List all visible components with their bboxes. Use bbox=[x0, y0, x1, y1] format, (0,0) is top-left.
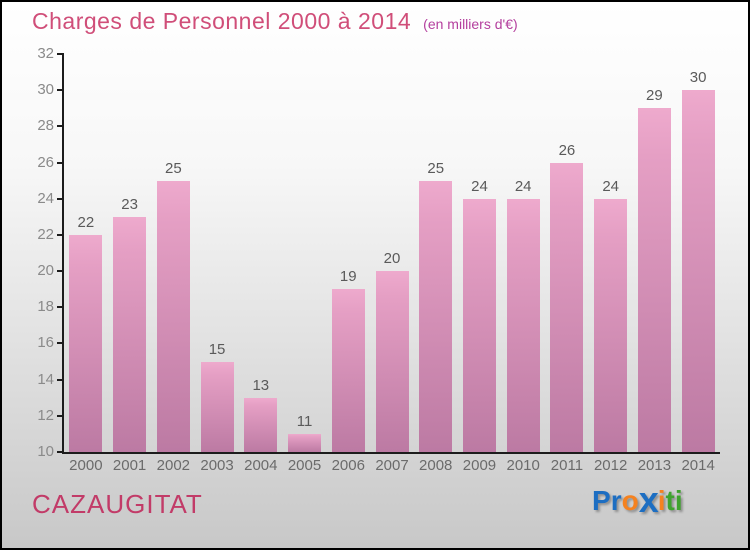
y-tick-mark bbox=[57, 414, 64, 417]
bar bbox=[419, 180, 453, 452]
bar-value-label: 23 bbox=[121, 195, 138, 213]
location-label: CAZAUGITAT bbox=[32, 489, 203, 519]
bar-value-label: 25 bbox=[427, 159, 445, 177]
y-tick-label: 30 bbox=[37, 81, 54, 99]
bar bbox=[594, 198, 628, 452]
logo-letter: o bbox=[621, 485, 639, 516]
x-tick-label: 2007 bbox=[375, 457, 409, 474]
x-tick-label: 2010 bbox=[506, 457, 540, 474]
y-tick-mark bbox=[57, 53, 64, 55]
x-tick-label: 2014 bbox=[681, 457, 715, 474]
logo-letter: i bbox=[657, 485, 666, 516]
y-tick-label: 12 bbox=[37, 406, 54, 424]
chart-title: Charges de Personnel 2000 à 2014 bbox=[32, 8, 412, 34]
x-tick-label: 2000 bbox=[69, 457, 103, 474]
bar bbox=[331, 289, 365, 452]
y-tick-mark bbox=[57, 161, 64, 164]
bar bbox=[637, 108, 671, 452]
y-tick-label: 18 bbox=[37, 298, 54, 316]
logo-letter: P bbox=[592, 485, 611, 516]
x-tick-label: 2006 bbox=[331, 457, 365, 474]
bar bbox=[462, 198, 496, 452]
y-tick-mark bbox=[57, 306, 64, 309]
bar-value-label: 20 bbox=[383, 250, 401, 268]
bar-value-label: 15 bbox=[208, 340, 226, 358]
bar-value-label: 24 bbox=[514, 177, 532, 195]
bar-value-label: 24 bbox=[602, 177, 619, 195]
logo-letter: t bbox=[665, 485, 675, 516]
bar-value-label: 19 bbox=[339, 268, 357, 286]
bar-value-label: 11 bbox=[296, 412, 313, 430]
y-tick-mark bbox=[57, 451, 64, 453]
y-tick-mark bbox=[57, 89, 64, 92]
bar-value-label: 13 bbox=[252, 376, 270, 394]
x-tick-label: 2004 bbox=[244, 457, 278, 474]
logo-letter: r bbox=[610, 485, 622, 516]
chart-subtitle: (en milliers d'€) bbox=[423, 16, 518, 32]
bar-value-label: 29 bbox=[646, 87, 663, 105]
x-tick-label: 2002 bbox=[156, 457, 191, 474]
bar bbox=[244, 397, 278, 452]
x-tick-label: 2012 bbox=[593, 457, 628, 474]
y-tick-mark bbox=[57, 378, 64, 381]
logo-letter: x bbox=[638, 479, 659, 520]
y-tick-label: 24 bbox=[37, 189, 54, 207]
y-tick-label: 32 bbox=[37, 45, 54, 62]
y-tick-label: 28 bbox=[37, 117, 54, 135]
y-tick-mark bbox=[57, 233, 64, 236]
x-tick-label: 2003 bbox=[200, 457, 234, 474]
y-tick-label: 22 bbox=[37, 225, 54, 243]
bar-value-label: 26 bbox=[558, 141, 576, 159]
x-axis-line bbox=[62, 452, 720, 454]
x-tick-label: 2011 bbox=[550, 457, 584, 474]
y-tick-mark bbox=[57, 125, 64, 128]
y-tick-mark bbox=[57, 270, 64, 273]
bar-value-label: 25 bbox=[164, 159, 182, 177]
x-tick-label: 2009 bbox=[462, 457, 497, 474]
y-tick-mark bbox=[57, 342, 64, 345]
y-tick-mark bbox=[57, 197, 64, 200]
bar-value-label: 30 bbox=[689, 69, 707, 87]
y-tick-label: 16 bbox=[37, 334, 54, 352]
x-tick-label: 2001 bbox=[112, 457, 147, 474]
bar bbox=[200, 361, 234, 452]
bar bbox=[156, 180, 190, 452]
y-tick-label: 26 bbox=[37, 153, 54, 171]
bar-value-label: 24 bbox=[471, 177, 488, 195]
bar bbox=[69, 234, 103, 452]
chart-header: Charges de Personnel 2000 à 2014 (en mil… bbox=[32, 8, 518, 35]
y-axis-line bbox=[62, 54, 64, 454]
y-tick-label: 14 bbox=[37, 370, 54, 388]
bar bbox=[506, 198, 540, 452]
bar-value-label: 22 bbox=[77, 213, 95, 231]
y-tick-label: 20 bbox=[37, 262, 54, 280]
bar bbox=[113, 216, 147, 452]
y-tick-label: 10 bbox=[37, 443, 54, 460]
logo-letter: i bbox=[674, 485, 683, 516]
x-tick-label: 2013 bbox=[637, 457, 672, 474]
x-tick-label: 2005 bbox=[287, 457, 322, 474]
bar bbox=[375, 271, 409, 452]
x-tick-label: 2008 bbox=[419, 457, 453, 474]
bar bbox=[550, 162, 584, 452]
bar bbox=[681, 90, 715, 452]
bar bbox=[288, 433, 322, 452]
proxiti-logo: Proxiti bbox=[592, 482, 683, 518]
